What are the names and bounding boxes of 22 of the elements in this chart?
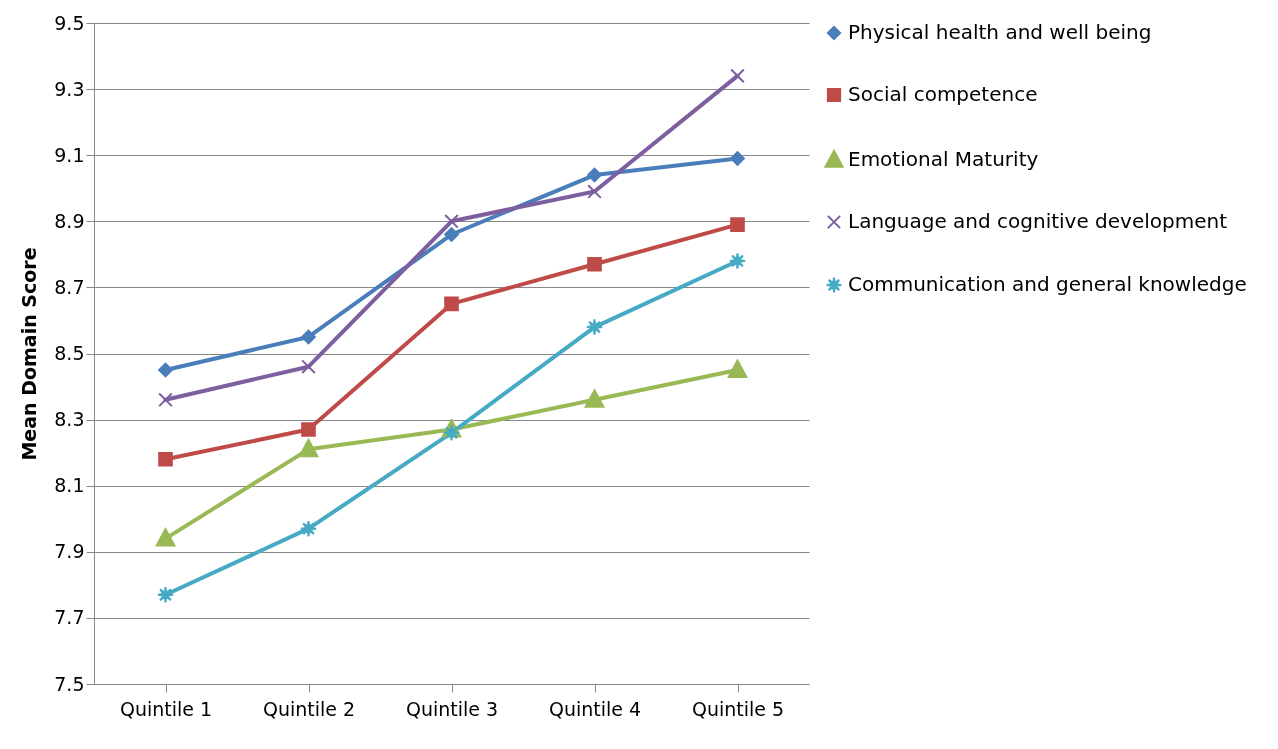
- y-tick-label: 7.9: [54, 540, 85, 563]
- y-tick-label: 9.3: [54, 77, 85, 100]
- y-tick-label: 7.7: [54, 606, 85, 629]
- y-tick-label: 8.3: [54, 408, 85, 431]
- legend-label: Social competence: [848, 82, 1038, 106]
- x-tick-label: Quintile 5: [691, 697, 785, 720]
- legend-label: Language and cognitive development: [848, 209, 1228, 233]
- x-tick-label: Quintile 2: [262, 697, 356, 720]
- y-tick-label: 8.5: [54, 342, 85, 364]
- y-tick-label: 9.1: [54, 143, 85, 166]
- y-tick-label: 9.5: [54, 11, 85, 34]
- y-tick-label: 8.1: [54, 474, 85, 497]
- y-tick-label: 8.7: [54, 275, 85, 298]
- y-tick-label: 8.9: [54, 209, 85, 232]
- legend-label: Physical health and well being: [848, 20, 1152, 44]
- x-tick-label: Quintile 1: [119, 697, 213, 720]
- legend-label: Emotional Maturity: [848, 147, 1039, 171]
- legend-label: Communication and general knowledge: [848, 272, 1247, 296]
- x-tick-label: Quintile 4: [548, 697, 642, 720]
- x-tick-label: Quintile 3: [405, 697, 499, 720]
- y-tick-label: 7.5: [54, 672, 85, 695]
- y-axis-title: Mean Domain Score: [18, 247, 41, 461]
